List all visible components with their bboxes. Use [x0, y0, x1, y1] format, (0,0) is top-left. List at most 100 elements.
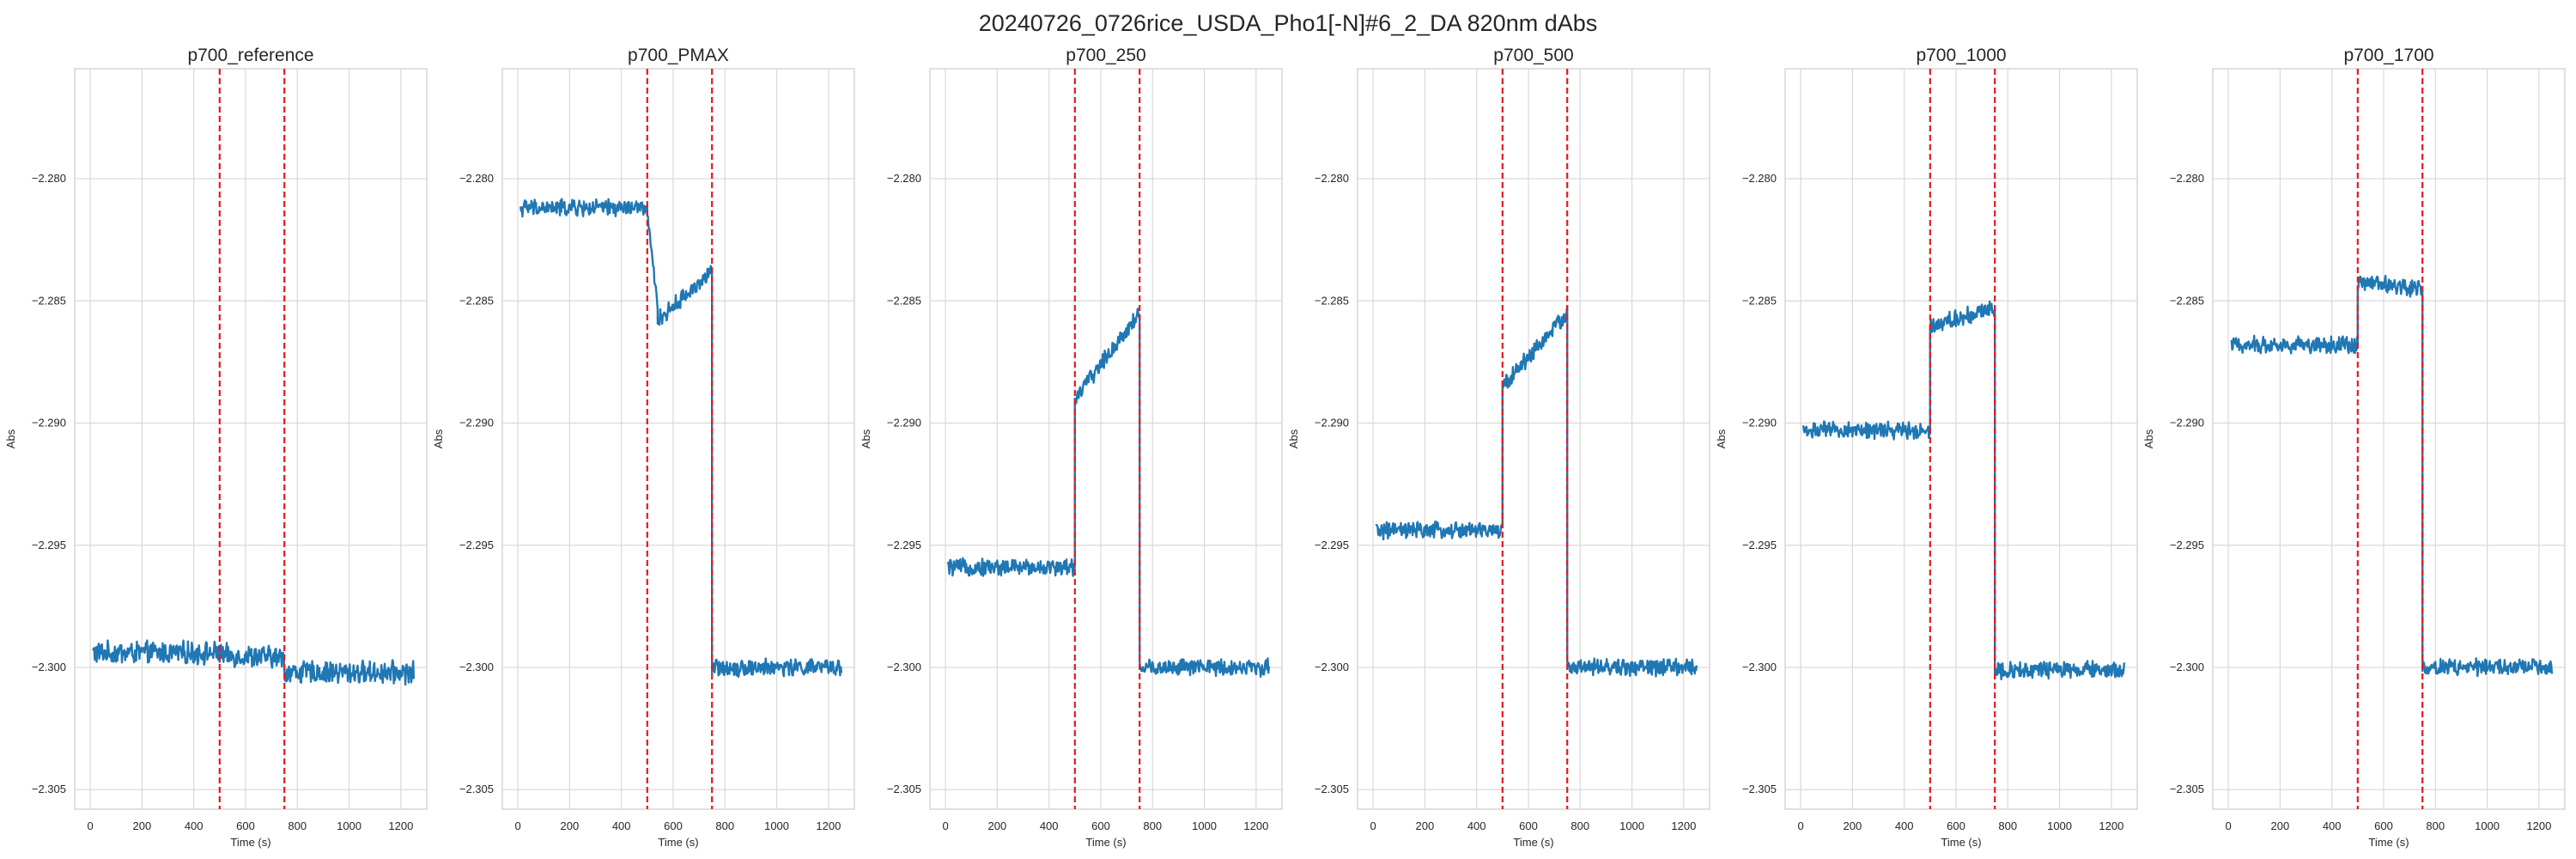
x-tick-label: 800 [2426, 819, 2445, 832]
y-tick-label: −2.285 [32, 294, 66, 307]
y-tick-label: −2.290 [2170, 417, 2204, 430]
x-tick-label: 200 [1416, 819, 1435, 832]
y-tick-label: −2.285 [2170, 294, 2204, 307]
x-tick-label: 400 [612, 819, 631, 832]
series-line [92, 639, 416, 686]
x-tick-label: 600 [236, 819, 255, 832]
x-tick-label: 200 [133, 819, 152, 832]
subplot-title: p700_reference [187, 46, 313, 65]
y-tick-label: −2.285 [459, 294, 494, 307]
y-tick-label: −2.290 [459, 417, 494, 430]
x-tick-label: 1000 [1619, 819, 1644, 832]
x-tick-label: 0 [514, 819, 520, 832]
y-tick-label: −2.305 [2170, 783, 2204, 795]
subplot-p700_1700: 0 200 400 600 800 1000 1200 −2.280 −2.285 −2.290 −… [2142, 46, 2566, 849]
subplot-p700_500: 0 200 400 600 800 1000 1200 −2.280 −2.285 −2.290 −… [1287, 46, 1710, 849]
x-tick-label: 1200 [816, 819, 841, 832]
y-axis-label: Abs [4, 429, 17, 448]
series-line [946, 308, 1271, 678]
plot-frame [1357, 68, 1710, 810]
y-tick-label: −2.280 [1315, 172, 1349, 185]
y-tick-label: −2.280 [887, 172, 921, 185]
x-tick-label: 1200 [388, 819, 413, 832]
subplot-title: p700_1000 [1916, 46, 2006, 65]
x-tick-label: 400 [1467, 819, 1486, 832]
x-axis-label: Time (s) [1513, 836, 1553, 849]
x-tick-label: 600 [2374, 819, 2393, 832]
series-line [519, 198, 843, 679]
x-tick-label: 600 [1091, 819, 1110, 832]
x-tick-label: 400 [1895, 819, 1914, 832]
y-tick-label: −2.285 [887, 294, 921, 307]
x-axis-label: Time (s) [658, 836, 698, 849]
x-tick-label: 1200 [2526, 819, 2551, 832]
x-tick-label: 1000 [2047, 819, 2072, 832]
y-tick-label: −2.290 [1315, 417, 1349, 430]
x-tick-label: 800 [288, 819, 307, 832]
y-tick-label: −2.295 [459, 539, 494, 551]
y-tick-label: −2.295 [887, 539, 921, 551]
subplot-title: p700_1700 [2343, 46, 2433, 65]
x-tick-label: 600 [1947, 819, 1965, 832]
y-tick-label: −2.290 [32, 417, 66, 430]
x-tick-label: 1000 [1192, 819, 1217, 832]
x-axis-label: Time (s) [2368, 836, 2409, 849]
x-tick-label: 1200 [1243, 819, 1268, 832]
x-tick-label: 800 [715, 819, 734, 832]
x-tick-label: 0 [1797, 819, 1803, 832]
y-tick-label: −2.295 [1315, 539, 1349, 551]
x-tick-label: 800 [1143, 819, 1162, 832]
x-axis-label: Time (s) [1941, 836, 1981, 849]
x-tick-label: 400 [185, 819, 204, 832]
series-line [2230, 274, 2554, 678]
x-tick-label: 200 [2271, 819, 2290, 832]
y-tick-label: −2.300 [887, 661, 921, 673]
y-axis-label: Abs [2142, 429, 2155, 448]
y-axis-label: Abs [860, 429, 872, 448]
figure-title: 20240726_0726rice_USDA_Pho1[-N]#6_2_DA 8… [978, 10, 1598, 36]
x-tick-label: 0 [1370, 819, 1376, 832]
series-line [1801, 300, 2126, 680]
y-tick-label: −2.280 [1742, 172, 1777, 185]
subplot-p700_PMAX: 0 200 400 600 800 1000 1200 −2.280 −2.285 −2.290 −… [432, 46, 855, 849]
x-tick-label: 200 [561, 819, 580, 832]
y-tick-label: −2.305 [887, 783, 921, 795]
y-tick-label: −2.290 [1742, 417, 1777, 430]
plot-frame [1784, 68, 2138, 810]
y-tick-label: −2.305 [459, 783, 494, 795]
y-tick-label: −2.280 [32, 172, 66, 185]
plot-frame [74, 68, 428, 810]
y-tick-label: −2.280 [459, 172, 494, 185]
x-axis-label: Time (s) [1085, 836, 1126, 849]
y-tick-label: −2.295 [1742, 539, 1777, 551]
plot-frame [929, 68, 1283, 810]
x-tick-label: 400 [1040, 819, 1059, 832]
y-tick-label: −2.300 [2170, 661, 2204, 673]
y-tick-label: −2.300 [1315, 661, 1349, 673]
x-tick-label: 1200 [1671, 819, 1696, 832]
y-tick-label: −2.290 [887, 417, 921, 430]
x-tick-label: 400 [2323, 819, 2342, 832]
x-tick-label: 1000 [764, 819, 789, 832]
x-tick-label: 600 [664, 819, 683, 832]
x-tick-label: 0 [942, 819, 948, 832]
y-tick-label: −2.285 [1742, 294, 1777, 307]
x-tick-label: 1000 [337, 819, 361, 832]
series-line [1375, 305, 1698, 678]
y-tick-label: −2.280 [2170, 172, 2204, 185]
x-tick-label: 600 [1519, 819, 1538, 832]
subplot-p700_250: 0 200 400 600 800 1000 1200 −2.280 −2.285 −2.290 −… [860, 46, 1283, 849]
y-tick-label: −2.300 [459, 661, 494, 673]
subplot-title: p700_PMAX [628, 46, 729, 65]
x-tick-label: 1000 [2475, 819, 2500, 832]
subplot-title: p700_500 [1493, 46, 1573, 65]
x-tick-label: 1200 [2099, 819, 2123, 832]
x-tick-label: 800 [1571, 819, 1589, 832]
y-tick-label: −2.305 [32, 783, 66, 795]
x-tick-label: 0 [87, 819, 93, 832]
y-tick-label: −2.300 [1742, 661, 1777, 673]
y-tick-label: −2.295 [2170, 539, 2204, 551]
plot-frame [501, 68, 855, 810]
y-tick-label: −2.305 [1742, 783, 1777, 795]
